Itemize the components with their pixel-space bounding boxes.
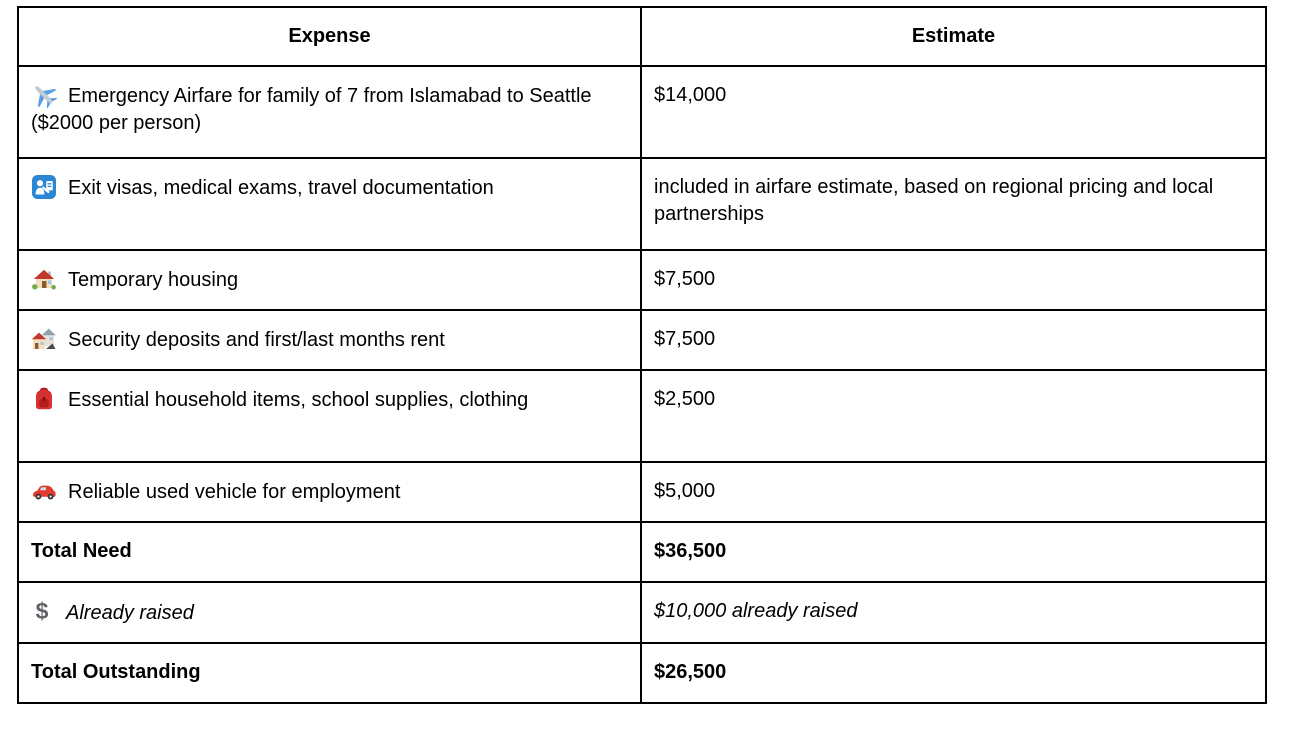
- expense-cell: Temporary housing: [17, 249, 642, 311]
- expense-cell: Essential household items, school suppli…: [17, 369, 642, 463]
- estimate-cell: $10,000 already raised: [640, 581, 1267, 644]
- estimate-column-header: Estimate: [640, 6, 1267, 67]
- estimate-cell: included in airfare estimate, based on r…: [640, 157, 1267, 251]
- expense-text: Total Outstanding: [31, 661, 201, 683]
- passport-control-icon: [31, 174, 57, 200]
- expense-cell: Reliable used vehicle for employment: [17, 461, 642, 523]
- table-row-total-need: Total Need $36,500: [17, 521, 1267, 583]
- estimate-text: $7,500: [654, 268, 716, 290]
- estimate-text: $36,500: [654, 540, 727, 562]
- expense-cell: Emergency Airfare for family of 7 from I…: [17, 65, 642, 159]
- houses-icon: [31, 326, 57, 352]
- expense-text: Total Need: [31, 540, 132, 562]
- backpack-icon: [31, 386, 57, 412]
- expense-text: Emergency Airfare for family of 7 from I…: [31, 85, 592, 134]
- expense-cell: Total Outstanding: [17, 642, 642, 704]
- estimate-text: $10,000 already raised: [654, 600, 858, 622]
- estimate-cell: $36,500: [640, 521, 1267, 583]
- expense-text: Exit visas, medical exams, travel docume…: [68, 177, 494, 199]
- table-row: Reliable used vehicle for employment $5,…: [17, 461, 1267, 523]
- table-row: Temporary housing $7,500: [17, 249, 1267, 311]
- estimate-cell: $2,500: [640, 369, 1267, 463]
- expense-column-header: Expense: [17, 6, 642, 67]
- header-row: Expense Estimate: [17, 6, 1267, 67]
- expense-cell: Security deposits and first/last months …: [17, 309, 642, 371]
- table-row: Emergency Airfare for family of 7 from I…: [17, 65, 1267, 159]
- airplane-icon: [31, 82, 57, 108]
- estimate-text: $26,500: [654, 661, 727, 683]
- expense-cell: Total Need: [17, 521, 642, 583]
- estimate-cell: $26,500: [640, 642, 1267, 704]
- table-row: Essential household items, school suppli…: [17, 369, 1267, 463]
- estimate-text: $2,500: [654, 388, 716, 410]
- estimate-cell: $7,500: [640, 249, 1267, 311]
- estimate-cell: $7,500: [640, 309, 1267, 371]
- house-with-garden-icon: [31, 266, 57, 292]
- expense-text: Essential household items, school suppli…: [68, 389, 529, 411]
- heavy-dollar-sign-icon: $: [35, 598, 49, 624]
- expense-text: Temporary housing: [68, 269, 239, 291]
- estimate-text: $5,000: [654, 480, 716, 502]
- expense-cell: $ Already raised: [17, 581, 642, 644]
- expense-text: Security deposits and first/last months …: [68, 329, 445, 351]
- expense-estimate-table: Expense Estimate Emergency Air: [17, 6, 1267, 704]
- expense-text: Reliable used vehicle for employment: [68, 481, 401, 503]
- expense-text: Already raised: [66, 602, 194, 624]
- estimate-text: $7,500: [654, 328, 716, 350]
- table-row-already-raised: $ Already raised $10,000 already raised: [17, 581, 1267, 644]
- table-row: Security deposits and first/last months …: [17, 309, 1267, 371]
- estimate-cell: $5,000: [640, 461, 1267, 523]
- table-row: Exit visas, medical exams, travel docume…: [17, 157, 1267, 251]
- expense-cell: Exit visas, medical exams, travel docume…: [17, 157, 642, 251]
- table-row-total-outstanding: Total Outstanding $26,500: [17, 642, 1267, 704]
- estimate-text: $14,000: [654, 84, 727, 106]
- car-icon: [31, 478, 57, 504]
- estimate-cell: $14,000: [640, 65, 1267, 159]
- estimate-text: included in airfare estimate, based on r…: [654, 176, 1214, 225]
